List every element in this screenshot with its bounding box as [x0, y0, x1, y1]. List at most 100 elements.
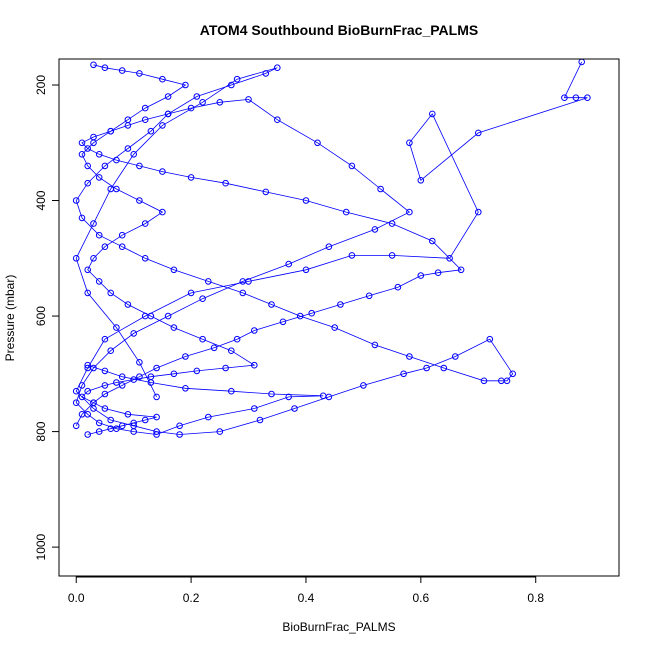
data-point: [239, 289, 247, 297]
data-point: [406, 208, 413, 216]
data-point: [434, 269, 442, 277]
data-point: [205, 413, 212, 421]
data-point: [153, 364, 160, 372]
data-point: [84, 162, 91, 170]
y-tick-label: 600: [34, 306, 48, 326]
data-point: [268, 301, 275, 308]
data-point: [251, 405, 258, 412]
data-point: [475, 129, 482, 137]
data-point: [78, 393, 86, 401]
data-point: [170, 266, 178, 274]
data-point: [107, 416, 114, 424]
data-point: [222, 364, 229, 372]
data-point: [199, 99, 206, 106]
data-point: [130, 419, 137, 427]
data-point: [84, 266, 91, 274]
data-point: [159, 168, 166, 175]
series-line: [81, 64, 256, 435]
data-point: [101, 162, 109, 170]
data-point: [452, 353, 459, 360]
data-point: [159, 122, 166, 129]
data-point: [228, 347, 235, 355]
data-point: [164, 312, 172, 320]
data-point: [107, 425, 114, 433]
data-point: [118, 243, 126, 250]
data-point: [164, 93, 172, 100]
data-point: [325, 243, 333, 250]
data-point: [101, 64, 109, 71]
data-point: [337, 301, 344, 308]
data-point: [429, 110, 436, 118]
data-point: [170, 370, 178, 378]
data-point: [118, 373, 126, 381]
series-line: [75, 98, 462, 435]
data-point: [141, 254, 149, 262]
data-point: [199, 335, 206, 343]
data-point: [101, 390, 109, 398]
data-point: [141, 416, 149, 424]
data-point: [84, 431, 91, 438]
data-point: [187, 174, 195, 181]
data-point: [417, 177, 425, 184]
x-tick-label: 0.6: [413, 591, 430, 605]
data-point: [176, 431, 183, 438]
data-point: [239, 278, 247, 285]
data-point: [72, 422, 80, 430]
data-point: [314, 139, 321, 147]
data-point: [153, 413, 160, 421]
data-point: [95, 419, 103, 427]
data-point: [251, 327, 258, 334]
data-point: [113, 379, 120, 386]
data-point: [84, 411, 91, 418]
data-point: [187, 104, 195, 112]
data-point: [319, 392, 327, 400]
data-point: [348, 252, 356, 259]
data-point: [147, 312, 155, 320]
data-point: [130, 330, 137, 337]
data-point: [291, 405, 298, 412]
y-tick-label: 1000: [34, 533, 48, 560]
data-point: [205, 278, 212, 285]
data-point: [228, 387, 235, 395]
data-point: [124, 116, 132, 123]
data-point: [182, 385, 189, 392]
data-point: [84, 361, 91, 369]
x-axis-label: BioBurnFrac_PALMS: [282, 620, 395, 634]
data-point: [159, 208, 166, 216]
data-point: [84, 289, 91, 297]
data-point: [130, 376, 137, 383]
x-tick-label: 0.0: [68, 591, 85, 605]
data-point: [90, 364, 97, 372]
data-point: [308, 309, 316, 317]
data-point: [90, 139, 97, 147]
series-layer: [72, 59, 591, 438]
data-point: [193, 367, 201, 375]
data-point: [101, 367, 109, 375]
data-point: [446, 254, 453, 262]
data-point: [147, 373, 155, 381]
y-axis: 200 400 600 800 1000: [34, 75, 60, 560]
x-tick-label: 0.8: [527, 591, 544, 605]
data-point: [95, 174, 103, 181]
data-point: [187, 289, 195, 297]
x-tick-label: 0.4: [298, 591, 315, 605]
data-point: [509, 370, 517, 378]
data-point: [331, 324, 339, 331]
data-point: [136, 359, 143, 366]
data-point: [348, 162, 356, 170]
data-point: [406, 139, 413, 147]
data-point: [498, 377, 505, 385]
data-point: [302, 197, 310, 204]
data-point: [377, 185, 384, 193]
data-point: [72, 197, 80, 204]
data-point: [78, 139, 86, 147]
data-point: [365, 292, 373, 300]
data-point: [584, 94, 591, 101]
data-point: [216, 428, 224, 435]
data-point: [153, 431, 160, 438]
x-tick-label: 0.2: [183, 591, 200, 605]
data-point: [285, 260, 293, 268]
data-point: [136, 162, 143, 170]
